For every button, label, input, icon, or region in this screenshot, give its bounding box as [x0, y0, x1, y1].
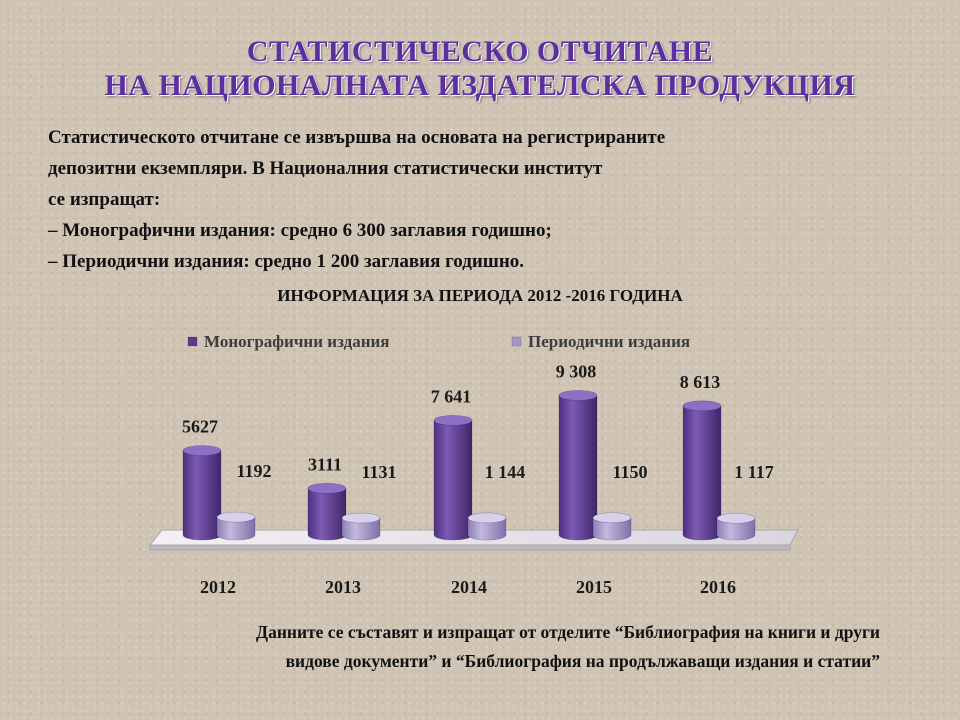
data-label: 1192 — [236, 461, 271, 481]
data-label: 1150 — [612, 462, 647, 482]
data-label: 7 641 — [431, 386, 472, 406]
intro-line: – Периодични издания: средно 1 200 загла… — [48, 251, 525, 272]
data-label: 1 144 — [485, 462, 526, 482]
x-tick-label: 2015 — [576, 577, 612, 597]
legend-label: Периодични издания — [528, 332, 690, 351]
bar-periodical — [216, 516, 256, 541]
intro-text: Статистическото отчитане се извършва на … — [48, 122, 908, 277]
x-tick-label: 2013 — [325, 577, 361, 597]
bar-periodical — [467, 517, 507, 541]
bar-periodical-top — [216, 511, 256, 523]
x-tick-label: 2012 — [200, 577, 236, 597]
footer-note: Данните се съставят и изпращат от отдели… — [60, 618, 880, 676]
bar-monographic — [307, 488, 347, 541]
bar-monographic-top — [307, 483, 347, 494]
x-tick-label: 2014 — [451, 577, 487, 597]
bar-periodical-top — [592, 512, 632, 524]
bar-monographic-top — [558, 390, 598, 401]
data-label: 9 308 — [556, 361, 597, 381]
footer-line: видове документи” и “Библиография на про… — [285, 651, 880, 671]
x-tick-label: 2016 — [700, 577, 736, 597]
bar-periodical — [592, 517, 632, 541]
intro-line: – Монографични издания: средно 6 300 заг… — [48, 220, 552, 241]
bar-monographic-top — [433, 415, 473, 426]
legend-swatch — [511, 336, 522, 347]
chart-floor-edge — [149, 544, 791, 551]
slide-title-line-1: СТАТИСТИЧЕСКО ОТЧИТАНЕ — [246, 35, 714, 68]
bar-monographic — [682, 405, 722, 541]
bar-periodical — [716, 517, 756, 541]
intro-line: депозитни екземпляри. В Националния стат… — [48, 158, 603, 179]
data-label: 5627 — [182, 417, 218, 437]
bar-monographic-top — [682, 400, 722, 412]
chart-heading: ИНФОРМАЦИЯ ЗА ПЕРИОДА 2012 -2016 ГОДИНА — [277, 286, 683, 305]
data-label: 1131 — [361, 462, 396, 482]
data-label: 3111 — [308, 454, 342, 474]
bar-periodical — [341, 517, 381, 541]
bar-monographic — [182, 450, 222, 541]
bar-monographic — [558, 395, 598, 541]
bar-periodical-top — [716, 512, 756, 524]
legend-label: Монографични издания — [204, 332, 389, 351]
intro-line: Статистическото отчитане се извършва на … — [48, 127, 666, 148]
footer-line: Данните се съставят и изпращат от отдели… — [256, 622, 880, 642]
data-label: 1 117 — [734, 462, 774, 482]
slide-title-line-2: НА НАЦИОНАЛНАТА ИЗДАТЕЛСКА ПРОДУКЦИЯ — [104, 69, 856, 102]
bar-periodical-top — [467, 512, 507, 524]
data-label: 8 613 — [680, 372, 721, 392]
intro-line: се изпращат: — [48, 189, 161, 210]
bar-periodical-top — [341, 512, 381, 524]
bar-monographic — [433, 420, 473, 541]
bar-monographic-top — [182, 445, 222, 456]
legend-swatch — [187, 336, 198, 347]
